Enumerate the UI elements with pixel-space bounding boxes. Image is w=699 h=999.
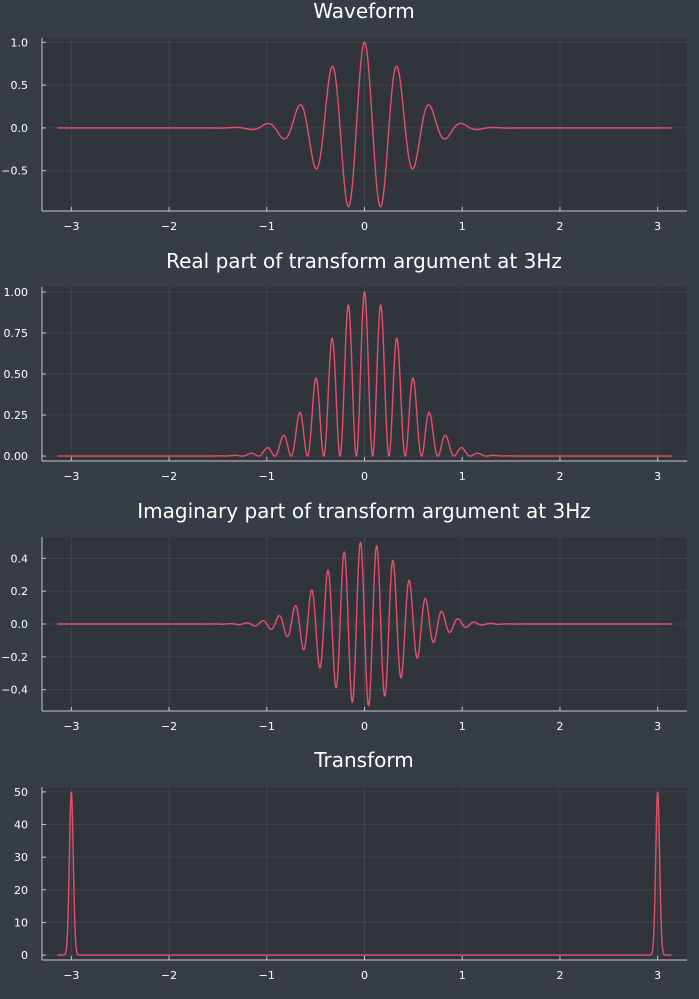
x-tick-label: 1 bbox=[459, 720, 466, 733]
x-tick-label: −1 bbox=[259, 470, 275, 483]
plot-area bbox=[42, 287, 687, 461]
x-tick-label: −3 bbox=[63, 470, 79, 483]
y-axis-ticks: 50 40 30 20 10 0 bbox=[14, 786, 46, 962]
y-tick-label: 0.5 bbox=[11, 79, 29, 92]
y-tick-label: 1.00 bbox=[4, 286, 29, 299]
y-tick-label: 0.25 bbox=[4, 409, 29, 422]
chart-title: Real part of transform argument at 3Hz bbox=[166, 249, 562, 273]
chart-title: Imaginary part of transform argument at … bbox=[137, 499, 591, 523]
y-axis-ticks: 0.4 0.2 0.0 −0.2 −0.4 bbox=[1, 552, 46, 697]
y-tick-label: 0.2 bbox=[11, 585, 29, 598]
y-axis-ticks: 1.0 0.5 0.0 −0.5 bbox=[1, 36, 46, 178]
y-tick-label: 0.4 bbox=[11, 552, 29, 565]
x-tick-label: 3 bbox=[654, 720, 661, 733]
x-tick-label: 0 bbox=[361, 969, 368, 982]
x-tick-label: 1 bbox=[459, 220, 466, 233]
x-tick-label: 0 bbox=[361, 720, 368, 733]
x-tick-label: 3 bbox=[654, 470, 661, 483]
x-axis-ticks: −3 −2 −1 0 1 2 3 bbox=[63, 956, 661, 982]
x-tick-label: −2 bbox=[161, 720, 177, 733]
y-tick-label: 0.75 bbox=[4, 327, 29, 340]
y-tick-label: 10 bbox=[14, 916, 28, 929]
x-tick-label: −2 bbox=[161, 220, 177, 233]
chart-title: Waveform bbox=[313, 0, 415, 23]
y-tick-label: 0.0 bbox=[11, 618, 29, 631]
x-tick-label: 3 bbox=[654, 220, 661, 233]
x-tick-label: 2 bbox=[556, 470, 563, 483]
subplot-transform: Transform −3 −2 −1 0 1 2 3 50 40 30 20 10 0 bbox=[14, 748, 687, 982]
series-line bbox=[57, 791, 672, 956]
subplot-waveform: Waveform −3 −2 −1 0 1 2 3 1.0 0.5 0.0 −0.5 bbox=[1, 0, 687, 233]
y-tick-label: 0.50 bbox=[4, 368, 29, 381]
subplot-real-part: Real part of transform argument at 3Hz −… bbox=[4, 249, 687, 483]
y-tick-label: −0.4 bbox=[1, 684, 28, 697]
x-tick-label: −1 bbox=[259, 969, 275, 982]
series-line bbox=[57, 291, 672, 457]
x-tick-label: −1 bbox=[259, 220, 275, 233]
x-tick-label: 3 bbox=[654, 969, 661, 982]
y-tick-label: 50 bbox=[14, 786, 28, 799]
x-tick-label: 1 bbox=[459, 969, 466, 982]
y-axis-ticks: 1.00 0.75 0.50 0.25 0.00 bbox=[4, 286, 46, 463]
plot-area bbox=[42, 38, 687, 211]
y-tick-label: 40 bbox=[14, 819, 28, 832]
x-tick-label: 1 bbox=[459, 470, 466, 483]
chart-title: Transform bbox=[313, 748, 413, 772]
y-tick-label: 0.00 bbox=[4, 450, 29, 463]
x-tick-label: −3 bbox=[63, 969, 79, 982]
x-tick-label: 0 bbox=[361, 470, 368, 483]
y-tick-label: 0.0 bbox=[11, 122, 29, 135]
x-tick-label: 2 bbox=[556, 969, 563, 982]
x-tick-label: −2 bbox=[161, 969, 177, 982]
x-tick-label: 0 bbox=[361, 220, 368, 233]
x-tick-label: −2 bbox=[161, 470, 177, 483]
x-tick-label: 2 bbox=[556, 720, 563, 733]
x-axis-ticks: −3 −2 −1 0 1 2 3 bbox=[63, 707, 661, 733]
y-tick-label: 20 bbox=[14, 884, 28, 897]
y-tick-label: 0 bbox=[21, 949, 28, 962]
x-tick-label: −1 bbox=[259, 720, 275, 733]
series-line bbox=[57, 41, 672, 208]
x-axis-ticks: −3 −2 −1 0 1 2 3 bbox=[63, 207, 661, 233]
x-tick-label: 2 bbox=[556, 220, 563, 233]
x-tick-label: −3 bbox=[63, 220, 79, 233]
series-line bbox=[57, 541, 672, 707]
y-tick-label: −0.5 bbox=[1, 165, 28, 178]
y-tick-label: 1.0 bbox=[11, 36, 29, 49]
plot-area bbox=[42, 787, 687, 960]
y-tick-label: 30 bbox=[14, 851, 28, 864]
x-axis-ticks: −3 −2 −1 0 1 2 3 bbox=[63, 457, 661, 483]
x-tick-label: −3 bbox=[63, 720, 79, 733]
y-tick-label: −0.2 bbox=[1, 651, 28, 664]
subplot-imaginary-part: Imaginary part of transform argument at … bbox=[1, 499, 687, 733]
